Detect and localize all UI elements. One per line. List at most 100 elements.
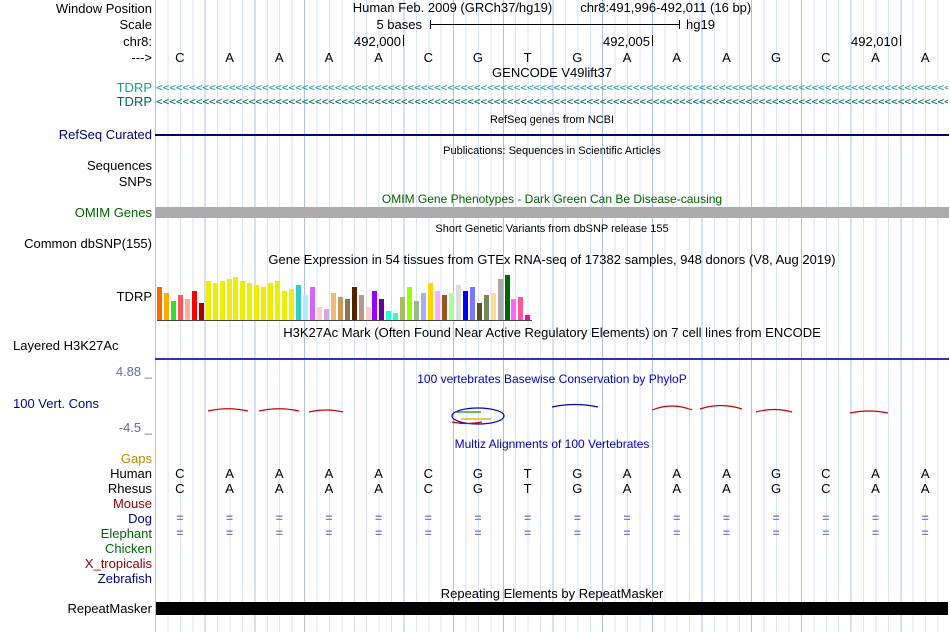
refseq-gene-line[interactable] [155, 134, 949, 136]
track-title-h3k27ac[interactable]: H3K27Ac Mark (Often Found Near Active Re… [283, 325, 821, 340]
species-label-elephant[interactable]: Elephant [100, 526, 152, 541]
transcript-tdrp-2[interactable]: <<<<<<<<<<<<<<<<<<<<<<<<<<<<<<<<<<<<<<<<… [156, 95, 948, 108]
gtex-bar[interactable] [365, 307, 371, 321]
track-label-100vert-cons[interactable]: 100 Vert. Cons [13, 396, 99, 411]
gtex-bar[interactable] [163, 293, 169, 321]
gtex-bar[interactable] [261, 287, 267, 321]
gtex-bar[interactable] [441, 295, 447, 321]
track-title-phylop[interactable]: 100 vertebrates Basewise Conservation by… [417, 372, 687, 386]
gtex-bar[interactable] [525, 315, 531, 321]
gtex-bar[interactable] [393, 313, 399, 321]
coordinate-tick [403, 35, 404, 46]
omim-gene-bar[interactable] [155, 207, 949, 218]
gtex-bar[interactable] [344, 299, 350, 321]
gtex-bar[interactable] [435, 291, 440, 321]
species-label-human[interactable]: Human [110, 466, 152, 481]
track-label-dbsnp[interactable]: Common dbSNP(155) [24, 236, 152, 251]
gtex-bar[interactable] [462, 291, 468, 321]
species-label-x-tropicalis[interactable]: X_tropicalis [84, 556, 152, 571]
species-label-rhesus[interactable]: Rhesus [107, 481, 152, 496]
track-title-publications[interactable]: Publications: Sequences in Scientific Ar… [443, 145, 661, 157]
gtex-bar[interactable] [448, 293, 454, 321]
track-label-sequences[interactable]: Sequences [86, 158, 152, 173]
base-letter: C [423, 50, 433, 65]
gtex-bar[interactable] [170, 301, 176, 321]
track-title-repeatmasker[interactable]: Repeating Elements by RepeatMasker [440, 586, 664, 601]
base-letter: A [722, 466, 731, 481]
gene-label-tdrp-2[interactable]: TDRP [116, 94, 152, 109]
gtex-bar[interactable] [205, 281, 211, 321]
gtex-bar[interactable] [407, 287, 413, 321]
gtex-bar[interactable] [414, 301, 420, 321]
track-title-omim[interactable]: OMIM Gene Phenotypes - Dark Green Can Be… [381, 192, 723, 206]
gtex-bar[interactable] [337, 297, 343, 321]
gtex-bar[interactable] [511, 299, 517, 321]
gtex-bar[interactable] [198, 303, 204, 321]
track-label-repeatmasker[interactable]: RepeatMasker [67, 601, 152, 616]
gtex-bar[interactable] [428, 283, 434, 321]
gtex-bar[interactable] [400, 297, 406, 321]
gtex-bar[interactable] [351, 287, 357, 321]
phylop-signal[interactable] [155, 398, 950, 430]
gtex-bar[interactable] [518, 297, 524, 321]
gtex-bar[interactable] [469, 287, 475, 321]
species-label-mouse[interactable]: Mouse [112, 496, 152, 511]
track-label-h3k27ac[interactable]: Layered H3K27Ac [13, 338, 119, 353]
gtex-bar[interactable] [504, 275, 510, 321]
gtex-bar[interactable] [184, 299, 190, 321]
track-title-refseq[interactable]: RefSeq genes from NCBI [489, 114, 615, 126]
gtex-bar[interactable] [212, 283, 218, 321]
gtex-bar[interactable] [282, 291, 288, 321]
repeatmasker-element-bar[interactable] [156, 602, 948, 615]
gtex-bar[interactable] [497, 279, 503, 321]
track-title-multiz[interactable]: Multiz Alignments of 100 Vertebrates [454, 437, 650, 451]
gtex-bar[interactable] [490, 293, 496, 321]
species-label-dog[interactable]: Dog [128, 511, 152, 526]
gtex-bar[interactable] [421, 293, 427, 321]
gene-label-tdrp-1[interactable]: TDRP [116, 80, 152, 95]
track-title-gencode[interactable]: GENCODE V49lift37 [492, 65, 612, 80]
gtex-bar[interactable] [254, 285, 260, 321]
unalignable-mark: = [176, 526, 184, 540]
gtex-bar[interactable] [226, 279, 232, 321]
track-label-refseq-curated[interactable]: RefSeq Curated [58, 127, 152, 142]
species-label-gaps[interactable]: Gaps [120, 451, 152, 466]
gtex-bar[interactable] [358, 295, 364, 321]
gtex-bar[interactable] [177, 295, 183, 321]
base-letter: C [423, 481, 433, 496]
unalignable-mark: = [424, 511, 432, 525]
gtex-bar[interactable] [483, 295, 489, 321]
gtex-bar[interactable] [309, 287, 315, 321]
track-title-dbsnp[interactable]: Short Genetic Variants from dbSNP releas… [435, 223, 669, 235]
track-label-omim[interactable]: OMIM Genes [74, 205, 152, 220]
gtex-bar[interactable] [247, 283, 253, 321]
species-label-chicken[interactable]: Chicken [105, 541, 152, 556]
h3k27ac-signal-line[interactable] [155, 358, 949, 360]
gtex-bar[interactable] [157, 287, 162, 321]
base-letter: A [920, 50, 930, 65]
track-label-gtex-tdrp[interactable]: TDRP [116, 289, 152, 304]
gtex-bar[interactable] [289, 289, 295, 321]
gtex-bar[interactable] [316, 307, 322, 321]
chrom-label: chr8: [123, 34, 152, 49]
gtex-bar[interactable] [219, 281, 225, 321]
track-title-gtex[interactable]: Gene Expression in 54 tissues from GTEx … [268, 252, 836, 267]
gtex-bar[interactable] [323, 309, 329, 321]
transcript-tdrp-1[interactable]: <<<<<<<<<<<<<<<<<<<<<<<<<<<<<<<<<<<<<<<<… [156, 81, 948, 94]
gtex-bar[interactable] [275, 281, 281, 321]
gtex-bar[interactable] [330, 293, 336, 321]
gtex-bar[interactable] [372, 291, 378, 321]
gtex-bar[interactable] [240, 281, 246, 321]
gtex-bar[interactable] [296, 285, 301, 321]
gtex-bar[interactable] [379, 299, 385, 321]
track-label-snps[interactable]: SNPs [118, 174, 152, 189]
species-label-zebrafish[interactable]: Zebrafish [97, 571, 152, 586]
gtex-bar[interactable] [233, 277, 239, 321]
gtex-bar[interactable] [268, 283, 274, 321]
unalignable-mark: = [722, 511, 730, 525]
gtex-bar[interactable] [302, 295, 308, 321]
gtex-bar[interactable] [386, 311, 392, 321]
gtex-bar[interactable] [476, 303, 482, 321]
gtex-bar[interactable] [455, 285, 461, 321]
gtex-bar[interactable] [191, 291, 197, 321]
